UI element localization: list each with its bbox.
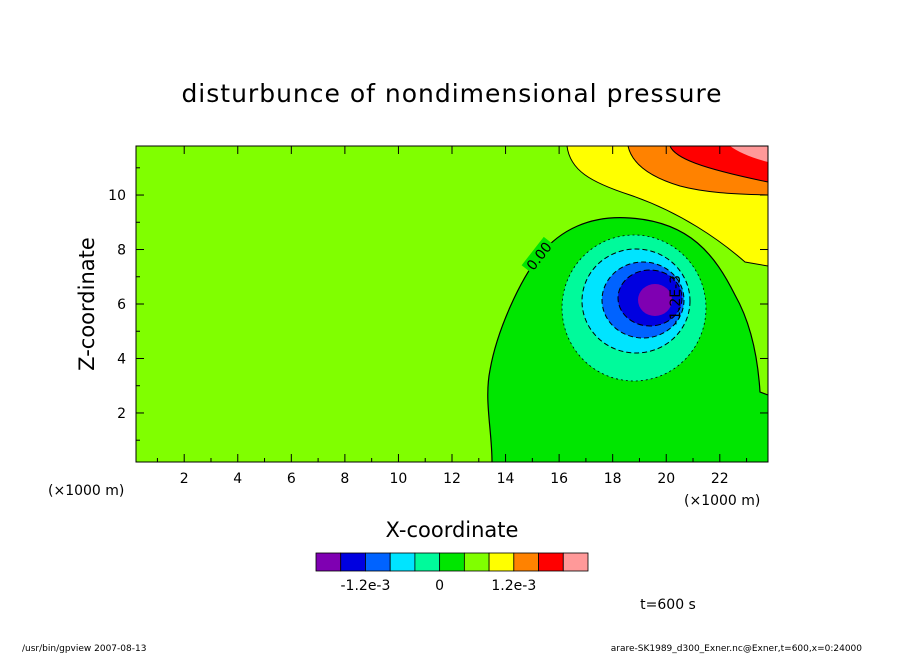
contour-line-pos1	[566, 145, 769, 267]
x-axis-label: X-coordinate	[386, 518, 519, 542]
contour-line-neg1	[561, 234, 707, 382]
y-tick-label: 6	[117, 297, 126, 313]
chart-title: disturbunce of nondimensional pressure	[181, 79, 722, 108]
contour-line-neg2	[581, 248, 691, 354]
y-axis-label: Z-coordinate	[75, 237, 99, 371]
x-tick-label: 22	[711, 471, 729, 487]
y-tick-label: 8	[117, 243, 126, 259]
footer-right: arare-SK1989_d300_Exner.nc@Exner,t=600,x…	[611, 644, 863, 654]
x-tick-label: 2	[180, 471, 189, 487]
x-tick-label: 20	[657, 471, 675, 487]
y-tick-label: 4	[117, 351, 126, 367]
footer-left: /usr/bin/gpview 2007-08-13	[22, 644, 146, 654]
plot-area: 0.00 -1.2E-3	[135, 145, 769, 463]
y-axis: 2 4 6 8 10	[108, 167, 768, 441]
colorbar-swatch	[315, 552, 342, 572]
contour-label-neg: -1.2E-3	[668, 275, 684, 325]
contour-region-pos4	[730, 146, 768, 162]
contour-line-zero	[487, 217, 769, 463]
colorbar-swatch	[340, 552, 366, 572]
x-tick-label: 12	[443, 471, 461, 487]
x-unit-left: (×1000 m)	[48, 483, 124, 499]
contour-region-pos3	[670, 146, 768, 182]
contour-line-pos2	[627, 145, 769, 196]
contour-line-neg3	[601, 261, 685, 339]
colorbar-swatch	[389, 552, 416, 572]
colorbar-tick-label: 0	[435, 578, 444, 594]
x-tick-label: 8	[340, 471, 349, 487]
colorbar-swatch	[463, 552, 490, 572]
x-axis: 2 4 6 8 10 12 14 16 18 20 22	[156, 146, 748, 487]
x-tick-label: 10	[390, 471, 408, 487]
x-tick-label: 14	[497, 471, 515, 487]
time-label: t=600 s	[640, 597, 696, 613]
colorbar-tick-label: -1.2e-3	[341, 578, 391, 594]
contour-label-bg-zero	[521, 236, 556, 275]
colorbar-swatch	[488, 552, 515, 572]
x-tick-label: 18	[604, 471, 622, 487]
contour-line-neg4	[617, 269, 683, 327]
x-tick-label: 6	[287, 471, 296, 487]
x-tick-label: 16	[550, 471, 568, 487]
colorbar-swatch	[513, 552, 539, 572]
colorbar-swatch	[562, 552, 589, 572]
x-tick-label: 4	[233, 471, 242, 487]
y-tick-label: 2	[117, 406, 126, 422]
contour-region-neg5	[638, 284, 672, 316]
colorbar-swatch	[365, 552, 391, 572]
x-unit-right: (×1000 m)	[684, 493, 760, 509]
colorbar: -1.2e-3 0 1.2e-3	[315, 552, 589, 594]
contour-line-pos3	[669, 145, 769, 183]
colorbar-swatch	[439, 552, 465, 572]
colorbar-swatch	[414, 552, 441, 572]
colorbar-swatch	[538, 552, 564, 572]
colorbar-tick-label: 1.2e-3	[491, 578, 536, 594]
y-tick-label: 10	[108, 188, 126, 204]
